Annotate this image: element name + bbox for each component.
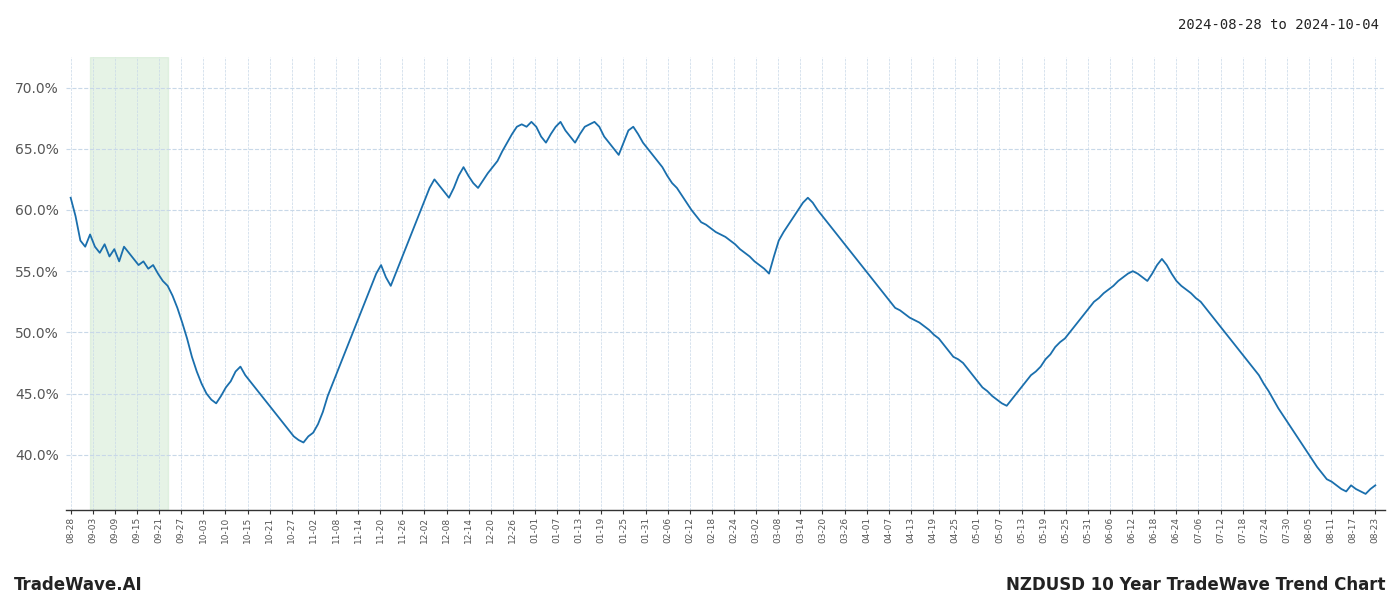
Text: NZDUSD 10 Year TradeWave Trend Chart: NZDUSD 10 Year TradeWave Trend Chart <box>1007 576 1386 594</box>
Text: TradeWave.AI: TradeWave.AI <box>14 576 143 594</box>
Text: 2024-08-28 to 2024-10-04: 2024-08-28 to 2024-10-04 <box>1177 18 1379 32</box>
Bar <box>90 57 168 510</box>
